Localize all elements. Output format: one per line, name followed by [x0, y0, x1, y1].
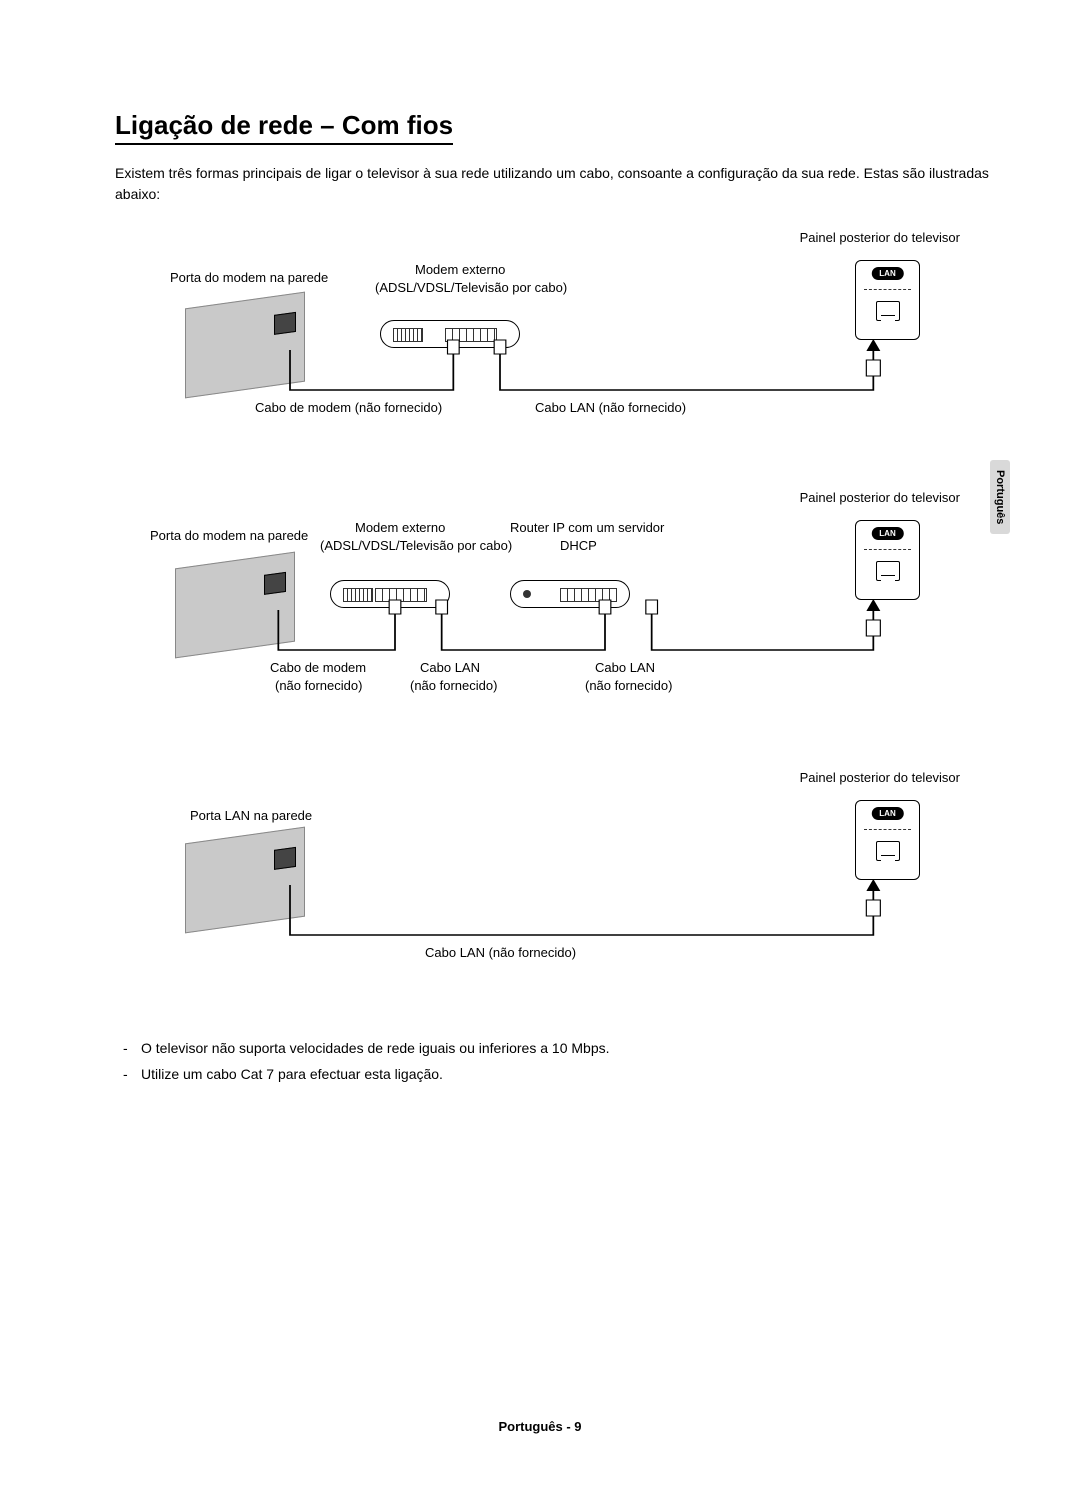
cable1-l1: Cabo de modem [270, 660, 366, 677]
wall-label: Porta do modem na parede [150, 528, 308, 545]
lan-badge: LAN [871, 527, 903, 540]
wall-port-icon [175, 552, 295, 659]
lan-badge: LAN [871, 807, 903, 820]
tv-panel-label: Painel posterior do televisor [800, 230, 960, 247]
wall-label: Porta do modem na parede [170, 270, 328, 287]
router-title: Router IP com um servidor [510, 520, 664, 537]
cable1-label: Cabo LAN (não fornecido) [425, 945, 576, 962]
cable3-l1: Cabo LAN [595, 660, 655, 677]
lan-badge: LAN [871, 267, 903, 280]
modem-title: Modem externo [415, 262, 505, 279]
wall-port-icon [185, 292, 305, 399]
cable1-label: Cabo de modem (não fornecido) [255, 400, 442, 417]
modem-icon [330, 580, 450, 608]
cable2-l1: Cabo LAN [420, 660, 480, 677]
cable2-l2: (não fornecido) [410, 678, 497, 695]
tv-lan-panel: LAN [855, 800, 920, 880]
notes-list: O televisor não suporta velocidades de r… [115, 1040, 990, 1082]
diagram-2: Painel posterior do televisor Porta do m… [115, 500, 990, 720]
cable1-l2: (não fornecido) [275, 678, 362, 695]
wall-port-icon [185, 827, 305, 934]
modem-title: Modem externo [355, 520, 445, 537]
page-title: Ligação de rede – Com fios [115, 110, 453, 145]
tv-lan-panel: LAN [855, 520, 920, 600]
tv-panel-label: Painel posterior do televisor [800, 770, 960, 787]
note-2: Utilize um cabo Cat 7 para efectuar esta… [115, 1066, 990, 1082]
tv-lan-panel: LAN [855, 260, 920, 340]
modem-icon [380, 320, 520, 348]
note-1: O televisor não suporta velocidades de r… [115, 1040, 990, 1056]
router-icon [510, 580, 630, 608]
modem-sub: (ADSL/VDSL/Televisão por cabo) [375, 280, 567, 297]
page-footer: Português - 9 [0, 1419, 1080, 1434]
language-tab: Português [990, 460, 1010, 534]
diagram-1: Painel posterior do televisor Porta do m… [115, 240, 990, 440]
diagram-3: Painel posterior do televisor Porta LAN … [115, 780, 990, 980]
cable3-l2: (não fornecido) [585, 678, 672, 695]
cable2-label: Cabo LAN (não fornecido) [535, 400, 686, 417]
wall-label: Porta LAN na parede [190, 808, 312, 825]
intro-text: Existem três formas principais de ligar … [115, 163, 990, 205]
router-sub: DHCP [560, 538, 597, 555]
page-content: Ligação de rede – Com fios Existem três … [0, 0, 1080, 1152]
tv-panel-label: Painel posterior do televisor [800, 490, 960, 507]
modem-sub: (ADSL/VDSL/Televisão por cabo) [320, 538, 512, 555]
